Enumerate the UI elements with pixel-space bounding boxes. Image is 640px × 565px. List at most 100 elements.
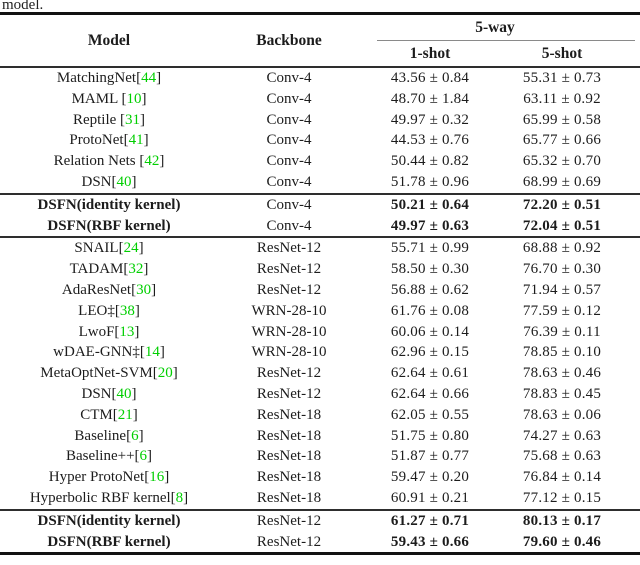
model-name: Baseline++ — [65, 448, 135, 465]
model-name: TADAM — [69, 261, 124, 278]
model-name: LEO‡ — [78, 302, 115, 319]
citation-link[interactable]: 14 — [144, 344, 160, 361]
model-name: DSFN(RBF kernel) — [47, 533, 171, 550]
model-name: DSFN(RBF kernel) — [47, 217, 171, 234]
model-name: DSN — [81, 173, 112, 190]
one-shot-cell: 62.64 ± 0.61 — [390, 365, 470, 382]
one-shot-cell: 48.70 ± 1.84 — [390, 90, 470, 107]
model-name: DSN — [81, 385, 112, 402]
citation-link[interactable]: 32 — [128, 261, 144, 278]
citation-close-bracket: ] — [156, 70, 162, 86]
citation-link[interactable]: 6 — [131, 427, 139, 444]
citation-link[interactable]: 13 — [119, 323, 135, 340]
citation-link[interactable]: 16 — [149, 469, 165, 486]
table-row: Relation Nets [42] Conv-4 50.44 ± 0.82 6… — [0, 151, 640, 172]
model-name: DSFN(identity kernel) — [37, 196, 181, 213]
table-row: DSFN(RBF kernel) Conv-4 49.97 ± 0.63 72.… — [0, 216, 640, 237]
backbone-cell: ResNet-18 — [256, 448, 322, 465]
model-cell: LEO‡[38] — [0, 301, 218, 322]
one-shot-cell: 44.53 ± 0.76 — [390, 132, 470, 149]
citation-open-bracket: [ — [111, 385, 117, 402]
table-body: MatchingNet[44] Conv-4 43.56 ± 0.84 55.3… — [0, 68, 640, 552]
table-row: Reptile [31] Conv-4 49.97 ± 0.32 65.99 ±… — [0, 110, 640, 131]
citation-link[interactable]: 21 — [117, 406, 133, 423]
backbone-cell: ResNet-18 — [256, 489, 322, 506]
model-cell: SNAIL[24] — [0, 238, 218, 259]
citation-close-bracket: ] — [131, 173, 137, 190]
citation-open-bracket: [ — [123, 261, 129, 278]
backbone-cell: ResNet-18 — [256, 469, 322, 486]
citation-open-bracket: [ — [118, 240, 124, 257]
one-shot-cell: 51.75 ± 0.80 — [390, 427, 470, 444]
citation-link[interactable]: 41 — [128, 132, 144, 149]
citation-link[interactable]: 8 — [175, 489, 184, 506]
table-row: LEO‡[38] WRN-28-10 61.76 ± 0.08 77.59 ± … — [0, 301, 640, 322]
citation-open-bracket: [ — [112, 406, 118, 423]
table-row: Hyperbolic RBF kernel[8] ResNet-18 60.91… — [0, 488, 640, 509]
backbone-cell: Conv-4 — [266, 173, 312, 190]
citation-open-bracket: [ — [139, 344, 145, 361]
backbone-cell: Conv-4 — [266, 196, 312, 213]
table-row: TADAM[32] ResNet-12 58.50 ± 0.30 76.70 ±… — [0, 259, 640, 280]
citation-open-bracket: [ — [131, 281, 137, 298]
table-row: Baseline++[6] ResNet-18 51.87 ± 0.77 75.… — [0, 446, 640, 467]
citation-close-bracket: ] — [131, 385, 137, 402]
model-cell: DSFN(RBF kernel) — [0, 532, 218, 553]
model-name: ProtoNet — [69, 132, 124, 149]
model-column-header: Model — [87, 31, 131, 49]
five-shot-cell: 77.59 ± 0.12 — [522, 302, 602, 319]
citation-close-bracket: ] — [151, 281, 157, 298]
citation-link[interactable]: 42 — [144, 153, 160, 170]
model-cell: MatchingNet[44] — [0, 68, 218, 89]
table-row: DSFN(identity kernel) Conv-4 50.21 ± 0.6… — [0, 195, 640, 216]
one-shot-cell: 50.44 ± 0.82 — [390, 153, 470, 170]
citation-link[interactable]: 24 — [123, 240, 139, 257]
table-row: DSN[40] Conv-4 51.78 ± 0.96 68.99 ± 0.69 — [0, 172, 640, 193]
citation-open-bracket: [ — [111, 173, 117, 190]
table-row: ProtoNet[41] Conv-4 44.53 ± 0.76 65.77 ±… — [0, 130, 640, 151]
citation-link[interactable]: 38 — [119, 302, 135, 319]
five-shot-cell: 71.94 ± 0.57 — [522, 281, 602, 298]
model-name: Reptile — [72, 111, 121, 128]
citation-link[interactable]: 40 — [116, 173, 132, 190]
backbone-cell: ResNet-12 — [256, 512, 322, 529]
citation-close-bracket: ] — [141, 90, 147, 107]
citation-link[interactable]: 6 — [139, 448, 148, 465]
subheader-row: 1-shot 5-shot — [360, 41, 640, 66]
one-shot-cell: 49.97 ± 0.32 — [390, 111, 470, 128]
model-cell: wDAE-GNN‡[14] — [0, 342, 218, 363]
citation-open-bracket: [ — [126, 427, 132, 444]
backbone-cell: Conv-4 — [266, 217, 312, 234]
five-way-group: 5-way 1-shot 5-shot — [360, 15, 640, 66]
five-shot-cell: 77.12 ± 0.15 — [522, 489, 602, 506]
citation-open-bracket: [ — [121, 90, 127, 107]
one-shot-column-header: 1-shot — [409, 44, 451, 62]
five-shot-cell: 55.31 ± 0.73 — [522, 70, 602, 86]
table-section-2: DSFN(identity kernel) Conv-4 50.21 ± 0.6… — [0, 192, 640, 237]
citation-open-bracket: [ — [144, 469, 150, 486]
five-shot-cell: 65.32 ± 0.70 — [522, 153, 602, 170]
citation-link[interactable]: 30 — [136, 281, 152, 298]
backbone-cell: ResNet-12 — [256, 385, 322, 402]
backbone-cell: WRN-28-10 — [251, 323, 327, 340]
five-shot-cell: 78.63 ± 0.06 — [522, 406, 602, 423]
five-shot-cell: 72.04 ± 0.51 — [522, 217, 602, 234]
table-row: DSFN(RBF kernel) ResNet-12 59.43 ± 0.66 … — [0, 532, 640, 553]
five-shot-cell: 78.83 ± 0.45 — [522, 385, 602, 402]
model-name: Hyper ProtoNet — [48, 469, 145, 486]
five-shot-cell: 76.84 ± 0.14 — [522, 469, 602, 486]
five-shot-cell: 76.70 ± 0.30 — [522, 261, 602, 278]
citation-link[interactable]: 44 — [141, 70, 157, 86]
citation-link[interactable]: 40 — [116, 385, 132, 402]
model-cell: Hyper ProtoNet[16] — [0, 467, 218, 488]
citation-close-bracket: ] — [132, 406, 138, 423]
citation-close-bracket: ] — [134, 323, 140, 340]
citation-link[interactable]: 20 — [157, 365, 173, 382]
model-name: Baseline — [74, 427, 127, 444]
citation-link[interactable]: 31 — [125, 111, 141, 128]
five-shot-cell: 74.27 ± 0.63 — [522, 427, 602, 444]
five-way-group-header: 5-way — [475, 18, 515, 36]
backbone-cell: Conv-4 — [266, 70, 312, 86]
citation-link[interactable]: 10 — [126, 90, 142, 107]
citation-open-bracket: [ — [123, 132, 129, 149]
